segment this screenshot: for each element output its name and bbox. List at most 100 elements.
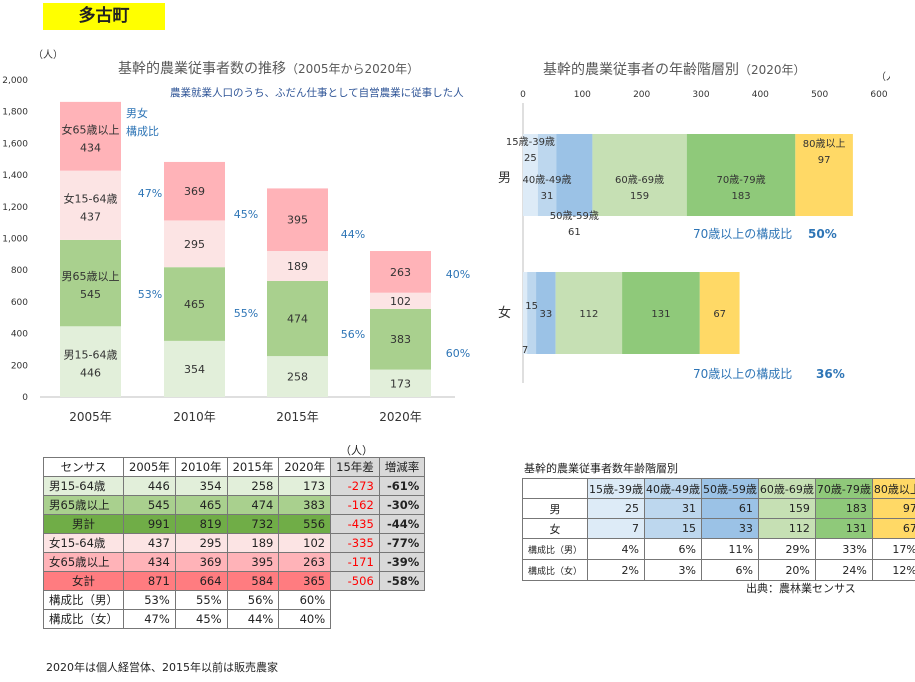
data-label: 295 <box>184 238 205 251</box>
table1-header-cell: センサス <box>43 457 124 477</box>
data-label: 383 <box>390 333 411 346</box>
table2-cell: 7 <box>587 518 645 539</box>
table1-cell: -506 <box>330 571 380 591</box>
bar-segment <box>537 134 557 216</box>
table2-header-cell: 50歳-59歳 <box>700 478 759 499</box>
table2-row: 女 7 15 33 112 131 67 <box>521 518 915 539</box>
table1-cell: 45% <box>174 609 228 629</box>
bar-segment <box>60 326 121 397</box>
data-label: 173 <box>390 377 411 390</box>
table1-cell: 47% <box>123 609 176 629</box>
table1-cell: 60% <box>278 590 332 610</box>
male-ratio-label: 56% <box>341 328 365 341</box>
table2-cell: 2% <box>587 559 645 581</box>
bar-segment <box>556 134 593 216</box>
x-tick-label: 2005年 <box>69 410 112 424</box>
female-ratio-label: 45% <box>234 208 258 221</box>
y-tick-label: 1,600 <box>2 139 28 149</box>
bar-segment <box>523 272 528 354</box>
chart2-title-main: 基幹的農業従事者の年齢階層別 <box>543 61 739 78</box>
bar-segment <box>555 272 623 354</box>
trend-chart: （人） 基幹的農業従事者数の推移（2005年から2020年） 農業就業人口のうち… <box>2 49 470 424</box>
table2-header-cell: 80歳以上 <box>871 478 915 499</box>
y-tick-label: 1,800 <box>2 108 28 118</box>
table1-cell: 55% <box>174 590 228 610</box>
chart1-ratio-labels: 47% 45% 44% 40% 53% 55% 56% 60% <box>138 187 470 360</box>
row-label-female: 女 <box>498 305 511 321</box>
table1-cell: 男計 <box>43 514 124 534</box>
table1-cell <box>331 610 380 629</box>
x-tick-label: 400 <box>752 90 769 100</box>
table1-unit: （人） <box>340 444 373 457</box>
chart1-x-axis: 2005年 2010年 2015年 2020年 <box>69 410 422 424</box>
y-tick-label: 2,000 <box>2 76 28 86</box>
data-label: 446 <box>80 367 101 380</box>
data-label: 474 <box>287 313 308 326</box>
segment-category-label: 女65歳以上 <box>62 122 120 136</box>
table1-cell: -61% <box>378 476 426 496</box>
table1-header-cell: 2005年 <box>123 457 176 477</box>
table1-cell: 男65歳以上 <box>43 495 124 515</box>
chart1-title-main: 基幹的農業従事者数の推移 <box>118 60 286 77</box>
table2-row: 構成比（女） 2% 3% 6% 20% 24% 12% <box>521 559 915 581</box>
age-chart: 基幹的農業従事者の年齢階層別（2020年） （人） 0 100 200 300 400 5… <box>498 61 890 383</box>
table1-cell: 365 <box>278 571 332 591</box>
table2-title: 基幹的農業従事者数年齢階層別 <box>524 462 678 475</box>
table2-cell: 4% <box>587 538 645 560</box>
data-label: 434 <box>80 141 101 154</box>
series-name-label: 40歳-49歳 <box>522 174 571 186</box>
segment-category-label: 男65歳以上 <box>62 270 120 283</box>
table2-cell: 6% <box>643 538 702 560</box>
table2-cell: 15 <box>643 518 702 539</box>
table1-cell: -30% <box>378 495 426 515</box>
table1-header-cell: 2010年 <box>174 457 228 477</box>
row-label-male: 男 <box>498 171 511 186</box>
table1-row: 男15-64歳 446 354 258 173 -273 -61% <box>43 476 426 496</box>
bar-segment <box>267 251 328 281</box>
data-label: 61 <box>568 227 581 238</box>
table1-cell: 465 <box>174 495 228 515</box>
bar-segment <box>370 369 431 397</box>
chart2-title-sub: （2020年） <box>739 63 806 77</box>
table1-cell: 437 <box>123 533 176 553</box>
table1-cell <box>379 591 425 610</box>
table1-row: 構成比（男） 53% 55% 56% 60% <box>43 590 425 610</box>
bar-segment <box>164 267 225 341</box>
table1-cell: -335 <box>330 533 380 553</box>
table1-cell: 女15-64歳 <box>43 533 124 553</box>
table1-cell <box>379 610 425 629</box>
chart1-bars <box>60 101 431 397</box>
table1-cell: 819 <box>174 514 228 534</box>
table2-cell: 構成比（男） <box>521 538 589 560</box>
table1-row: 女65歳以上 434 369 395 263 -171 -39% <box>43 552 426 572</box>
ratio-value-male: 50% <box>808 227 837 241</box>
y-tick-label: 200 <box>11 361 28 371</box>
data-label: 263 <box>390 266 411 279</box>
table1-cell: 383 <box>278 495 332 515</box>
table2-cell: 3% <box>643 559 702 581</box>
y-tick-label: 0 <box>22 393 28 403</box>
bar-segment <box>592 134 687 216</box>
table2-header-cell: 40歳-49歳 <box>643 478 702 499</box>
y-tick-label: 800 <box>11 266 28 276</box>
age-table: 15歳-39歳40歳-49歳50歳-59歳60歳-69歳70歳-79歳80歳以上… <box>521 478 915 581</box>
series-name-label: 15歳-39歳 <box>506 136 555 148</box>
x-tick-label: 2015年 <box>276 410 319 424</box>
table2-cell: 11% <box>700 538 759 560</box>
y-tick-label: 1,200 <box>2 203 28 213</box>
census-table: センサス 2005年 2010年 2015年 2020年 15年差 増減率 男15-64歳 44… <box>43 457 426 629</box>
bar-segment <box>60 239 121 327</box>
bar-segment <box>164 340 225 397</box>
x-tick-label: 2020年 <box>379 410 422 424</box>
table2-cell: 67 <box>871 518 915 539</box>
y-tick-label: 600 <box>11 298 28 308</box>
chart1-title-sub: （2005年から2020年） <box>286 62 419 76</box>
table1-cell: 173 <box>278 476 332 496</box>
table1-cell: 732 <box>226 514 280 534</box>
male-ratio-label: 60% <box>446 347 470 360</box>
table2-cell: 159 <box>757 498 816 519</box>
data-label: 183 <box>732 191 751 202</box>
x-tick-label: 500 <box>811 90 828 100</box>
data-label: 33 <box>539 309 552 320</box>
data-label: 159 <box>630 191 649 202</box>
